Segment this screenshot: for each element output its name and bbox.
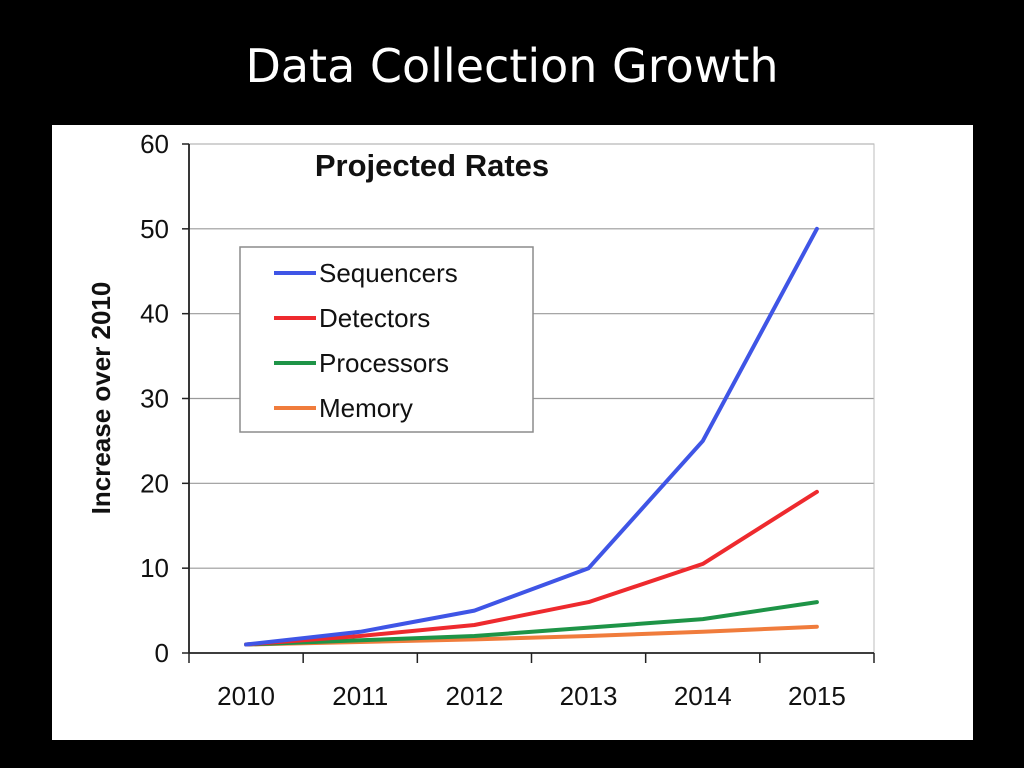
legend-label: Detectors xyxy=(319,303,430,333)
y-tick-label: 10 xyxy=(140,553,169,583)
axes: 0 10 20 30 40 50 60 2010 2011 2012 2013 2014 2015 xyxy=(140,129,875,711)
series-lines xyxy=(244,226,819,647)
legend-label: Memory xyxy=(319,393,413,423)
line-chart: 0 10 20 30 40 50 60 2010 2011 2012 2013 2014 2015 Pr… xyxy=(86,129,875,711)
x-tick-label: 2012 xyxy=(445,681,503,711)
y-tick-label: 20 xyxy=(140,468,169,498)
x-tick-label: 2015 xyxy=(788,681,846,711)
x-tick-label: 2010 xyxy=(217,681,275,711)
legend-box xyxy=(239,246,534,433)
y-tick-label: 30 xyxy=(140,384,169,414)
legend-label: Sequencers xyxy=(319,258,458,288)
y-tick-label: 0 xyxy=(155,638,169,668)
chart-panel: 0 10 20 30 40 50 60 2010 2011 2012 2013 2014 2015 Pr… xyxy=(52,125,973,740)
x-tick-label: 2011 xyxy=(332,681,388,711)
series-line-processors xyxy=(244,600,819,647)
y-tick-label: 40 xyxy=(140,299,169,329)
x-tick-label: 2013 xyxy=(560,681,618,711)
chart-title: Projected Rates xyxy=(315,148,549,183)
y-tick-label: 60 xyxy=(140,129,169,159)
x-tick-label: 2014 xyxy=(674,681,732,711)
series-line-detectors xyxy=(244,489,819,647)
legend-label: Processors xyxy=(319,348,449,378)
y-tick-label: 50 xyxy=(140,214,169,244)
slide-title: Data Collection Growth xyxy=(245,39,779,93)
y-axis-title: Increase over 2010 xyxy=(86,282,116,515)
series-line-sequencers xyxy=(244,226,819,647)
legend: Sequencers Detectors Processors Memory xyxy=(239,246,534,433)
